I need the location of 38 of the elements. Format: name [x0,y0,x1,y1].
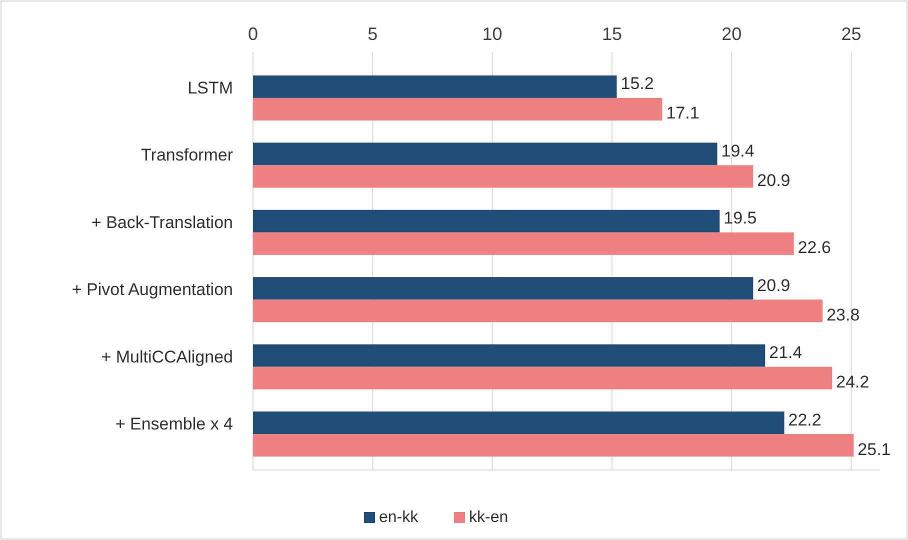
x-tick-label: 20 [722,24,742,44]
bar [253,300,823,322]
data-label: 15.2 [620,74,654,94]
y-tick-label: + Pivot Augmentation [72,280,233,300]
y-tick-label: + Ensemble x 4 [115,414,233,434]
bar [253,98,662,120]
data-label: 22.6 [798,238,831,258]
bar [253,165,754,188]
y-tick-label: LSTM [188,78,233,98]
data-label: 24.2 [836,372,870,392]
data-label: 22.2 [788,410,822,430]
data-label: 20.9 [757,170,790,190]
bar [253,366,832,390]
bar [253,210,720,232]
data-label: 25.1 [858,440,891,459]
bar [253,232,794,255]
bar [253,277,754,300]
legend-label: kk-en [469,509,508,526]
y-tick-label: + Back-Translation [91,212,233,232]
y-tick-label: Transformer [141,146,234,165]
bar [253,344,766,367]
x-tick-label: 25 [841,24,862,44]
bar [253,434,854,457]
bar [253,412,784,434]
data-label: 23.8 [826,305,860,324]
x-tick-label: 15 [602,24,622,44]
x-tick-label: 0 [248,24,258,44]
data-label: 19.5 [724,208,757,228]
x-tick-label: 10 [482,24,502,44]
legend-label: en-kk [379,509,420,526]
data-label: 21.4 [769,343,802,362]
data-label: 17.1 [666,104,700,123]
data-label: 20.9 [757,276,790,295]
bar [253,75,617,98]
data-label: 19.4 [721,141,754,160]
y-tick-label: + MultiCCAligned [101,347,233,366]
x-tick-label: 5 [368,24,378,44]
bar [253,142,718,166]
